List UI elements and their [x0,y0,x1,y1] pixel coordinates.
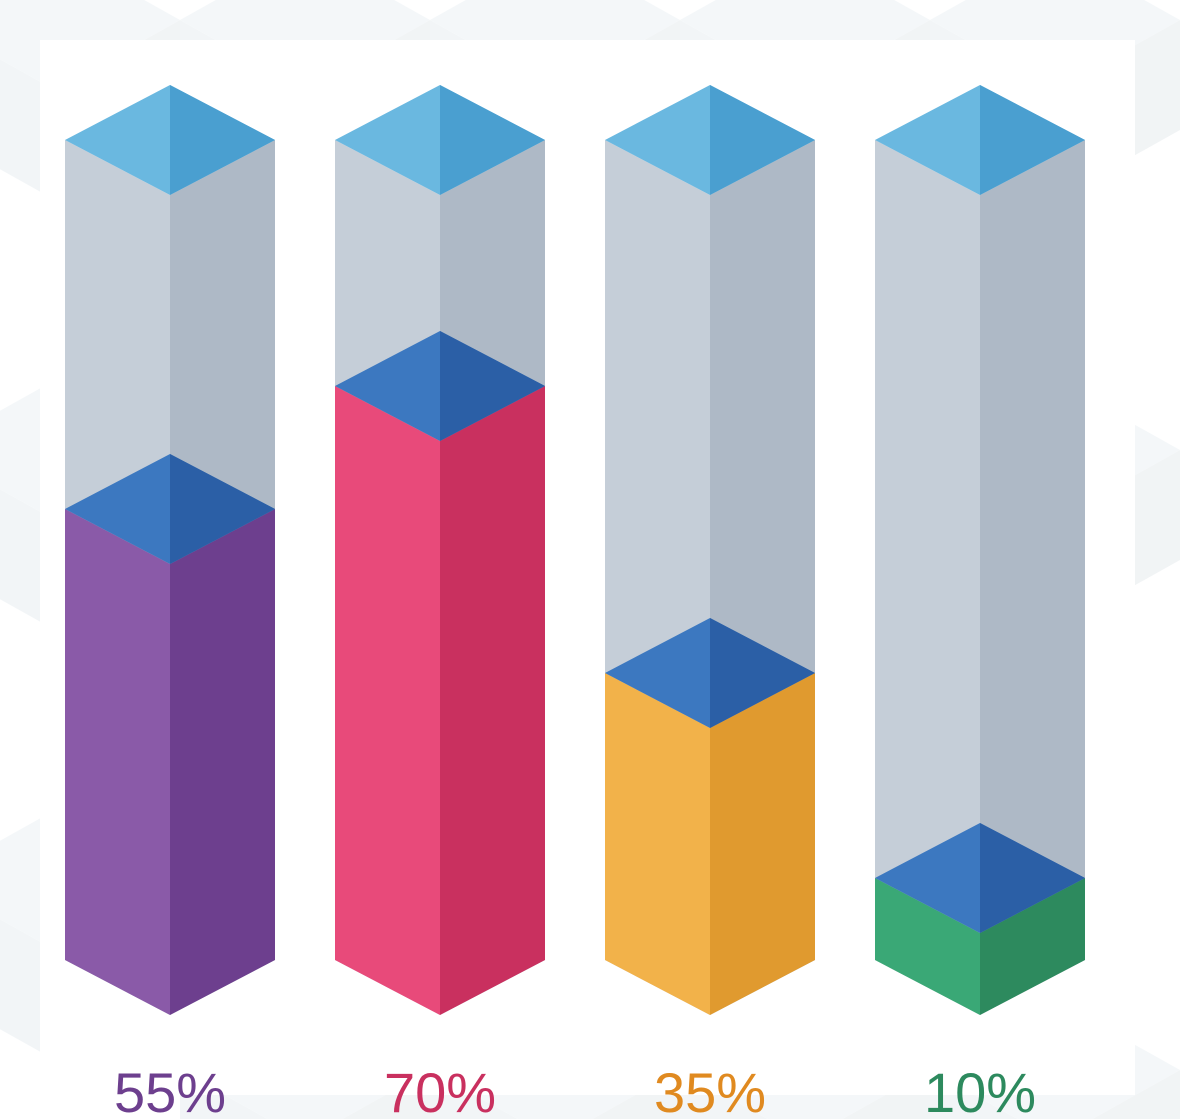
3d-bar-chart: 55%70%35%10% [40,40,1135,1095]
bar-percent-label: 55% [65,1060,275,1119]
bar-column [335,85,545,1015]
bar-column [875,85,1085,1015]
bar-column [605,85,815,1015]
bar-column-svg [605,85,815,1015]
bar-column-svg [335,85,545,1015]
bar-percent-label: 70% [335,1060,545,1119]
bar-column [65,85,275,1015]
bar-column-svg [65,85,275,1015]
bar-percent-label: 35% [605,1060,815,1119]
chart-canvas: 55% 70% 35% 10% [0,0,1200,1119]
bar-percent-label: 10% [875,1060,1085,1119]
bar-column-svg [875,85,1085,1015]
